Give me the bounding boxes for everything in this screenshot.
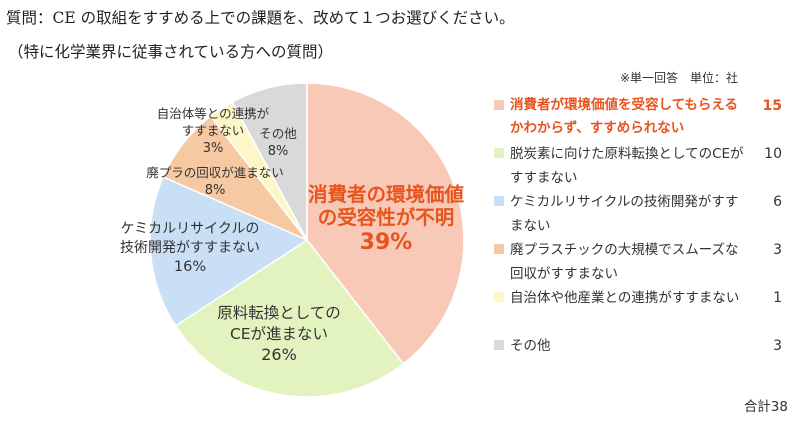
slice-percent: 26% bbox=[261, 345, 297, 364]
slice-percent: 16% bbox=[174, 259, 206, 275]
slice-label: 自治体等との連携がすすまない 3% bbox=[157, 106, 270, 156]
slice-percent: 8% bbox=[205, 183, 226, 198]
legend-swatch bbox=[494, 196, 504, 206]
legend-value: 15 bbox=[762, 98, 782, 114]
slice-percent: 3% bbox=[203, 141, 224, 156]
pie-slice bbox=[174, 238, 405, 398]
slice-percent: 39% bbox=[360, 230, 413, 255]
legend-label: 消費者が環境価値を受容してもらえるかわからず、すすめられない bbox=[510, 97, 739, 136]
legend-swatch bbox=[494, 100, 504, 110]
slice-label: 原料転換としての CEが進まない 26% bbox=[217, 304, 341, 364]
legend-label: その他 bbox=[510, 338, 551, 354]
legend-value: 1 bbox=[773, 290, 782, 306]
unit-note: ※単一回答 単位：社 bbox=[620, 71, 739, 85]
slice-label: 廃プラの回収が進まない 8% bbox=[146, 165, 284, 198]
legend-item: 脱炭素に向けた原料転換としてのCEがすすまない 10 bbox=[490, 142, 790, 190]
legend: 消費者が環境価値を受容してもらえるかわからず、すすめられない 15 脱炭素に向けた原… bbox=[490, 94, 790, 382]
legend-swatch bbox=[494, 148, 504, 158]
legend-label: ケミカルリサイクルの技術開発がすすまない bbox=[510, 194, 739, 234]
legend-swatch bbox=[494, 244, 504, 254]
legend-swatch bbox=[494, 292, 504, 302]
legend-label: 自治体や他産業との連携がすすまない bbox=[510, 290, 740, 306]
pie-slice bbox=[306, 82, 465, 365]
legend-value: 3 bbox=[773, 338, 782, 354]
legend-item: その他 3 bbox=[490, 334, 790, 382]
slice-label: ケミカルリサイクルの技術開発がすすまない 16% bbox=[120, 221, 260, 275]
question-subnote: （特に化学業界に従事されている方への質問） bbox=[8, 43, 334, 61]
slice-label: その他 8% bbox=[259, 126, 297, 159]
legend-label: 脱炭素に向けた原料転換としてのCEがすすまない bbox=[510, 146, 744, 186]
legend-item: 消費者が環境価値を受容してもらえるかわからず、すすめられない 15 bbox=[490, 94, 790, 142]
legend-item: 廃プラスチックの大規模でスムーズな回収がすすまない 3 bbox=[490, 238, 790, 286]
question-text: 質問：CE の取組をすすめる上での課題を、改めて１つお選びください。 bbox=[6, 9, 515, 27]
pie-slice bbox=[149, 175, 309, 327]
legend-item: 自治体や他産業との連携がすすまない 1 bbox=[490, 286, 790, 334]
legend-item: ケミカルリサイクルの技術開発がすすまない 6 bbox=[490, 190, 790, 238]
legend-label: 廃プラスチックの大規模でスムーズな回収がすすまない bbox=[510, 242, 739, 282]
legend-value: 10 bbox=[764, 146, 782, 162]
legend-value: 6 bbox=[773, 194, 782, 210]
legend-swatch bbox=[494, 340, 504, 350]
pie-chart: 消費者の環境価値の受容性が不明 39% 原料転換としての CEが進まない 26% ケミカル… bbox=[120, 82, 465, 398]
slice-percent: 8% bbox=[268, 144, 289, 159]
total-label: 合計38 bbox=[743, 399, 788, 415]
slice-label: 消費者の環境価値の受容性が不明 39% bbox=[308, 183, 465, 255]
pie-slice bbox=[231, 82, 308, 241]
legend-value: 3 bbox=[773, 242, 782, 258]
